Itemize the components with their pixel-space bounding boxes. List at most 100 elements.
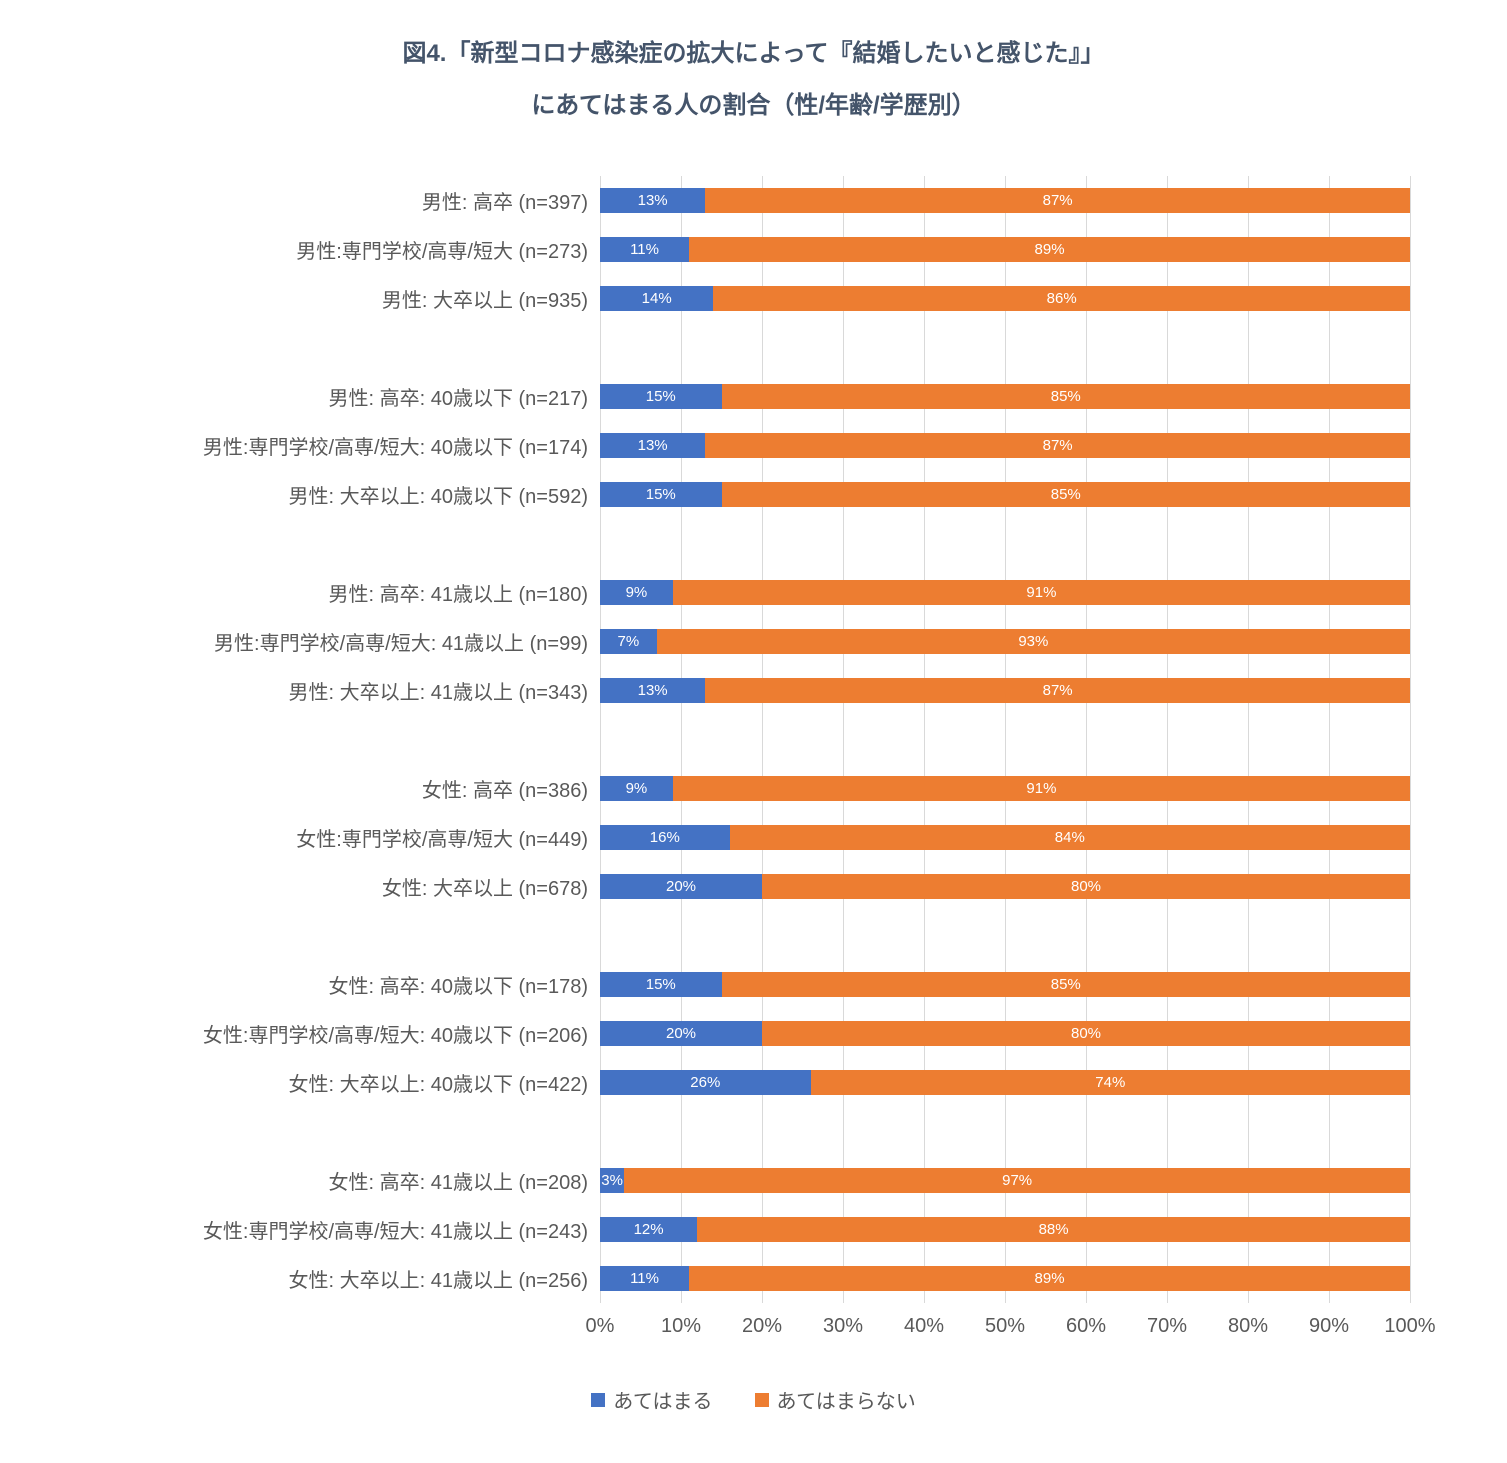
data-label: 13% bbox=[637, 192, 668, 209]
stacked-bar: 13% 87% bbox=[600, 678, 1410, 703]
x-tick-label: 20% bbox=[741, 1315, 783, 1337]
bar-segment-atehamaranai: 74% bbox=[810, 1070, 1410, 1095]
bar-segment-atehamaru: 9% bbox=[600, 580, 673, 605]
bar-group: 女性: 高卒: 40歳以下 (n=178) 15% 85% 女性:専門学校/高専/短大… bbox=[0, 960, 1507, 1107]
bar-segment-atehamaru: 3% bbox=[600, 1168, 625, 1193]
bar-row: 男性: 高卒: 41歳以上 (n=180) 9% 91% bbox=[0, 568, 1507, 617]
data-label: 11% bbox=[630, 241, 659, 258]
bar-row: 女性:専門学校/高専/短大: 40歳以下 (n=206) 20% 80% bbox=[0, 1009, 1507, 1058]
category-label: 男性:専門学校/高専/短大: 40歳以下 (n=174) bbox=[202, 437, 588, 459]
bar-segment-atehamaru: 13% bbox=[600, 678, 706, 703]
category-label: 女性:専門学校/高専/短大: 40歳以下 (n=206) bbox=[202, 1025, 588, 1047]
stacked-bar: 15% 85% bbox=[600, 482, 1410, 507]
bar-segment-atehamaru: 11% bbox=[600, 237, 690, 262]
bar-row: 女性: 高卒: 41歳以上 (n=208) 3% 97% bbox=[0, 1156, 1507, 1205]
bar-segment-atehamaru: 20% bbox=[600, 1021, 762, 1046]
bar-segment-atehamaranai: 88% bbox=[697, 1217, 1410, 1242]
bar-segment-atehamaranai: 89% bbox=[689, 1266, 1410, 1291]
category-label: 女性:専門学校/高専/短大 (n=449) bbox=[296, 829, 588, 851]
bar-segment-atehamaranai: 87% bbox=[705, 678, 1410, 703]
bar-row: 男性: 高卒 (n=397) 13% 87% bbox=[0, 176, 1507, 225]
x-axis-spacer bbox=[0, 1311, 600, 1345]
bar-group: 男性: 高卒: 40歳以下 (n=217) 15% 85% 男性:専門学校/高専/短大… bbox=[0, 372, 1507, 519]
x-tick-label: 40% bbox=[903, 1315, 945, 1337]
stacked-bar: 14% 86% bbox=[600, 286, 1410, 311]
stacked-bar: 9% 91% bbox=[600, 776, 1410, 801]
data-label: 15% bbox=[645, 388, 676, 405]
bar-segment-atehamaru: 7% bbox=[600, 629, 657, 654]
bar-segment-atehamaru: 15% bbox=[600, 384, 722, 409]
data-label: 9% bbox=[625, 780, 648, 797]
data-label: 16% bbox=[649, 829, 680, 846]
bar-rows: 男性: 高卒 (n=397) 13% 87% 男性:専門学校/高専/短大 (n=273… bbox=[0, 176, 1507, 1303]
legend-swatch bbox=[754, 1392, 769, 1407]
bar-segment-atehamaranai: 80% bbox=[762, 874, 1410, 899]
stacked-bar: 20% 80% bbox=[600, 1021, 1410, 1046]
category-label: 女性:専門学校/高専/短大: 41歳以上 (n=243) bbox=[202, 1221, 588, 1243]
stacked-bar: 15% 85% bbox=[600, 384, 1410, 409]
data-label: 89% bbox=[1034, 1270, 1065, 1287]
bar-segment-atehamaru: 13% bbox=[600, 433, 706, 458]
chart-title: 図4.「新型コロナ感染症の拡大によって『結婚したいと感じた』」 にあてはまる人の… bbox=[0, 28, 1507, 132]
data-label: 91% bbox=[1026, 780, 1057, 797]
stacked-bar: 7% 93% bbox=[600, 629, 1410, 654]
bar-group: 男性: 高卒: 41歳以上 (n=180) 9% 91% 男性:専門学校/高専/短大:… bbox=[0, 568, 1507, 715]
category-label: 女性: 高卒: 40歳以下 (n=178) bbox=[328, 976, 588, 998]
bar-group: 女性: 高卒 (n=386) 9% 91% 女性:専門学校/高専/短大 (n=449)… bbox=[0, 764, 1507, 911]
data-label: 91% bbox=[1026, 584, 1057, 601]
category-label: 女性: 大卒以上 (n=678) bbox=[381, 878, 588, 900]
stacked-bar: 15% 85% bbox=[600, 972, 1410, 997]
legend: あてはまる あてはまらない bbox=[0, 1385, 1507, 1414]
legend-swatch bbox=[591, 1392, 606, 1407]
bar-segment-atehamaranai: 85% bbox=[721, 384, 1410, 409]
bar-row: 女性:専門学校/高専/短大: 41歳以上 (n=243) 12% 88% bbox=[0, 1205, 1507, 1254]
category-label: 男性: 高卒 (n=397) bbox=[421, 192, 588, 214]
x-tick-label: 70% bbox=[1146, 1315, 1188, 1337]
bar-row: 女性: 大卒以上 (n=678) 20% 80% bbox=[0, 862, 1507, 911]
bar-group: 女性: 高卒: 41歳以上 (n=208) 3% 97% 女性:専門学校/高専/短大:… bbox=[0, 1156, 1507, 1303]
data-label: 80% bbox=[1070, 1025, 1102, 1042]
x-axis: 0% 10% 20% 30% 40% 50% 60% 70% 80% 90% 100% bbox=[0, 1311, 1507, 1345]
data-label: 87% bbox=[1042, 192, 1073, 209]
data-label: 20% bbox=[665, 878, 697, 895]
data-label: 87% bbox=[1042, 682, 1073, 699]
data-label: 13% bbox=[637, 437, 668, 454]
bar-row: 男性: 大卒以上 (n=935) 14% 86% bbox=[0, 274, 1507, 323]
category-label: 男性: 大卒以上: 40歳以下 (n=592) bbox=[288, 486, 588, 508]
bar-segment-atehamaru: 15% bbox=[600, 972, 722, 997]
data-label: 84% bbox=[1054, 829, 1085, 846]
x-tick-label: 90% bbox=[1308, 1315, 1350, 1337]
category-label: 男性: 高卒: 41歳以上 (n=180) bbox=[328, 584, 588, 606]
bar-segment-atehamaru: 15% bbox=[600, 482, 722, 507]
data-label: 80% bbox=[1070, 878, 1102, 895]
bar-segment-atehamaranai: 80% bbox=[762, 1021, 1410, 1046]
bar-segment-atehamaranai: 93% bbox=[656, 629, 1410, 654]
stacked-bar: 13% 87% bbox=[600, 188, 1410, 213]
x-tick-label: 50% bbox=[984, 1315, 1026, 1337]
chart-title-line2: にあてはまる人の割合（性/年齢/学歴別） bbox=[531, 92, 976, 119]
category-label: 男性: 高卒: 40歳以下 (n=217) bbox=[328, 388, 588, 410]
stacked-bar: 20% 80% bbox=[600, 874, 1410, 899]
bar-row: 女性: 大卒以上: 41歳以上 (n=256) 11% 89% bbox=[0, 1254, 1507, 1303]
bar-row: 男性:専門学校/高専/短大 (n=273) 11% 89% bbox=[0, 225, 1507, 274]
bar-row: 男性:専門学校/高専/短大: 41歳以上 (n=99) 7% 93% bbox=[0, 617, 1507, 666]
category-label: 女性: 大卒以上: 41歳以上 (n=256) bbox=[288, 1270, 588, 1292]
bar-segment-atehamaru: 26% bbox=[600, 1070, 811, 1095]
bar-segment-atehamaru: 12% bbox=[600, 1217, 698, 1242]
bar-segment-atehamaranai: 91% bbox=[672, 776, 1410, 801]
stacked-bar: 11% 89% bbox=[600, 1266, 1410, 1291]
bar-segment-atehamaranai: 91% bbox=[672, 580, 1410, 605]
bar-segment-atehamaranai: 89% bbox=[689, 237, 1410, 262]
bar-row: 男性: 高卒: 40歳以下 (n=217) 15% 85% bbox=[0, 372, 1507, 421]
bar-segment-atehamaru: 13% bbox=[600, 188, 706, 213]
x-tick-label: 0% bbox=[585, 1315, 615, 1337]
plot-area: 男性: 高卒 (n=397) 13% 87% 男性:専門学校/高専/短大 (n=273… bbox=[0, 176, 1507, 1303]
category-label: 女性: 大卒以上: 40歳以下 (n=422) bbox=[288, 1074, 588, 1096]
bar-row: 女性: 大卒以上: 40歳以下 (n=422) 26% 74% bbox=[0, 1058, 1507, 1107]
data-label: 3% bbox=[601, 1172, 623, 1189]
data-label: 12% bbox=[633, 1221, 664, 1238]
data-label: 14% bbox=[641, 290, 672, 307]
stacked-bar: 16% 84% bbox=[600, 825, 1410, 850]
data-label: 7% bbox=[617, 633, 640, 650]
data-label: 97% bbox=[1002, 1172, 1033, 1189]
